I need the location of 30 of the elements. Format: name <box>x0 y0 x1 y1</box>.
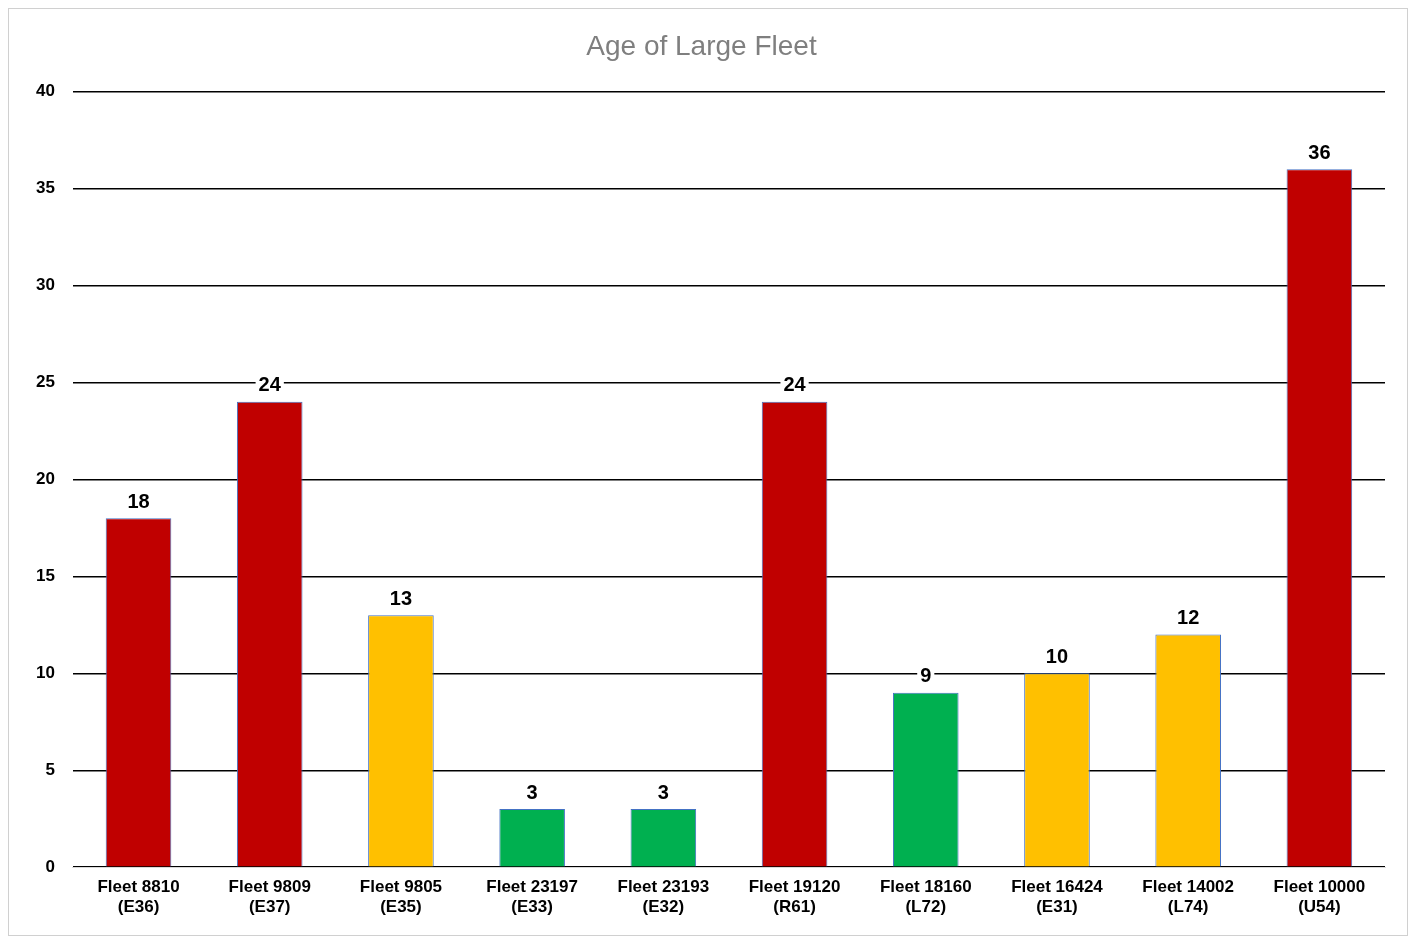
x-tick-label: Fleet 14002 (L74) <box>1142 877 1235 917</box>
data-label: 10 <box>1045 644 1069 667</box>
data-label: 36 <box>1308 140 1331 163</box>
data-label: 13 <box>389 586 413 609</box>
y-tick-label: 15 <box>35 566 55 586</box>
data-label: 3 <box>526 780 538 803</box>
x-tick-label: Fleet 23197 (E33) <box>486 877 578 917</box>
data-label: 12 <box>1177 606 1200 629</box>
x-tick-label: Fleet 9809 (E37) <box>228 877 311 917</box>
x-tick-label: Fleet 18160 (L72) <box>879 877 972 917</box>
x-tick-label: Fleet 19120 (R61) <box>748 877 841 917</box>
x-tick-label: Fleet 23193 (E32) <box>617 877 710 917</box>
y-tick-label: 0 <box>45 856 55 876</box>
y-tick-label: 30 <box>35 275 55 295</box>
x-tick-label: Fleet 16424 (E31) <box>1011 877 1104 917</box>
chart-title: Age of Large Fleet <box>586 29 817 61</box>
y-tick-label: 35 <box>35 178 55 198</box>
y-tick-label: 10 <box>35 662 55 682</box>
y-tick-label: 20 <box>35 469 55 489</box>
data-label: 3 <box>657 780 669 803</box>
x-tick-label: Fleet 9805 (E35) <box>359 877 443 917</box>
x-tick-label: Fleet 8810 (E36) <box>97 877 180 917</box>
y-tick-label: 40 <box>35 81 55 101</box>
y-tick-label: 5 <box>45 759 55 779</box>
data-label: 24 <box>258 373 282 396</box>
y-tick-label: 25 <box>35 372 55 392</box>
data-label: 24 <box>783 373 807 396</box>
data-label: 9 <box>920 664 932 687</box>
x-tick-label: Fleet 10000 (U54) <box>1273 877 1366 917</box>
data-label: 18 <box>127 489 150 512</box>
